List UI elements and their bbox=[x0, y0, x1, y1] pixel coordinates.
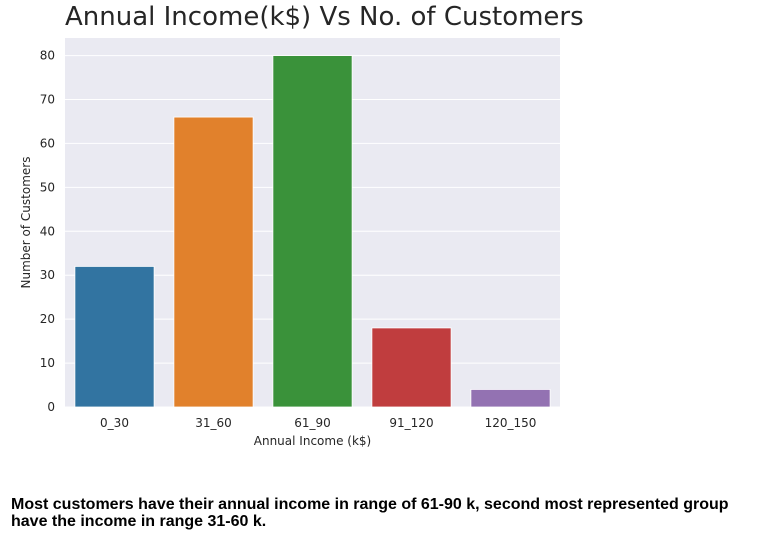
bar-0_30 bbox=[74, 266, 155, 408]
x-tick-label: 0_30 bbox=[100, 416, 129, 430]
x-tick-label: 31_60 bbox=[195, 416, 232, 430]
y-axis-ticks: 0 10 20 30 40 50 60 70 80 bbox=[40, 49, 55, 414]
y-tick-label: 30 bbox=[40, 268, 55, 282]
y-tick-label: 70 bbox=[40, 93, 55, 107]
x-axis-label: Annual Income (k$) bbox=[254, 434, 371, 448]
y-tick-label: 80 bbox=[40, 49, 55, 63]
y-tick-label: 10 bbox=[40, 356, 55, 370]
chart-title: Annual Income(k$) Vs No. of Customers bbox=[65, 2, 584, 32]
bar-chart: 0 10 20 30 40 50 60 70 80 0_30 31_60 61_90 91_120 12… bbox=[19, 38, 560, 448]
y-tick-label: 50 bbox=[40, 180, 55, 194]
bar-120_150 bbox=[470, 389, 551, 408]
bar-91_120 bbox=[371, 327, 452, 408]
caption-text: Most customers have their annual income … bbox=[11, 496, 729, 530]
x-tick-label: 91_120 bbox=[389, 416, 433, 430]
bars bbox=[74, 55, 551, 408]
y-tick-label: 0 bbox=[47, 400, 55, 414]
bar-61_90 bbox=[272, 55, 353, 408]
x-tick-label: 120_150 bbox=[485, 416, 537, 430]
y-tick-label: 40 bbox=[40, 224, 55, 238]
y-tick-label: 60 bbox=[40, 136, 55, 150]
y-tick-label: 20 bbox=[40, 312, 55, 326]
x-tick-label: 61_90 bbox=[294, 416, 331, 430]
bar-31_60 bbox=[173, 116, 254, 408]
y-axis-label: Number of Customers bbox=[19, 157, 33, 289]
x-axis-ticks: 0_30 31_60 61_90 91_120 120_150 bbox=[100, 416, 536, 430]
